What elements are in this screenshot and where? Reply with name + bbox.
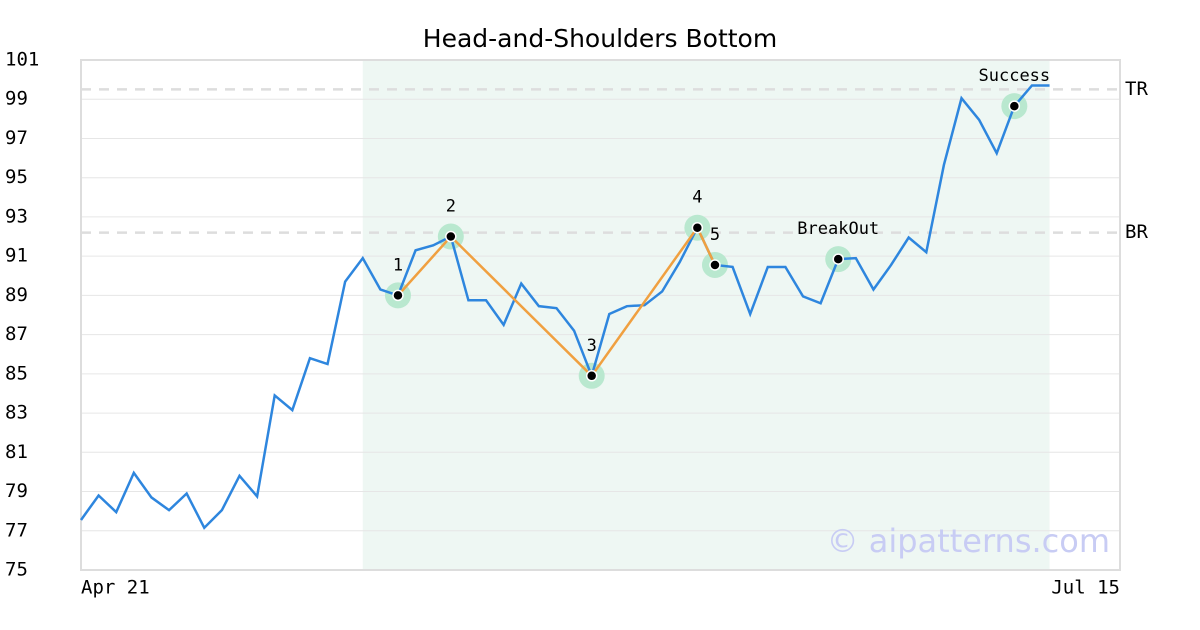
y-tick-label: 91 (5, 245, 28, 267)
point-marker (691, 221, 704, 234)
level-label: BR (1125, 221, 1148, 243)
y-tick-label: 85 (5, 362, 28, 384)
point-marker (585, 370, 598, 382)
point-label: 5 (710, 225, 720, 245)
y-tick-label: 97 (5, 127, 28, 149)
x-tick-label: Apr 21 (81, 577, 150, 599)
y-tick-label: 79 (5, 480, 28, 502)
chart-title: Head-and-Shoulders Bottom (423, 24, 777, 53)
price-line (79, 84, 1050, 530)
point-label: 1 (393, 255, 403, 275)
point-label: 4 (692, 188, 702, 208)
y-tick-label: 89 (5, 284, 28, 306)
watermark: © aipatterns.com (827, 522, 1110, 560)
y-tick-label: 87 (5, 323, 28, 345)
point-marker (445, 230, 457, 243)
x-tick-label: Jul 15 (1051, 577, 1120, 599)
point-marker (392, 289, 404, 302)
y-tick-label: 83 (5, 402, 28, 424)
point-label: 2 (446, 197, 456, 217)
point-marker (1008, 100, 1021, 112)
y-tick-label: 99 (5, 88, 28, 110)
highlight-region (362, 60, 1050, 570)
y-tick-label: 95 (5, 166, 28, 188)
plot-frame (80, 59, 1121, 571)
y-tick-label: 81 (5, 441, 28, 463)
point-marker (832, 253, 844, 265)
level-label: TR (1125, 78, 1148, 100)
y-tick-label: 75 (5, 559, 28, 581)
point-label: 3 (587, 336, 597, 356)
point-label: BreakOut (797, 219, 879, 239)
point-label: Success (979, 66, 1051, 86)
point-marker (709, 259, 721, 271)
y-tick-label: 101 (5, 49, 39, 71)
y-tick-label: 77 (5, 519, 28, 541)
y-tick-label: 93 (5, 205, 28, 227)
